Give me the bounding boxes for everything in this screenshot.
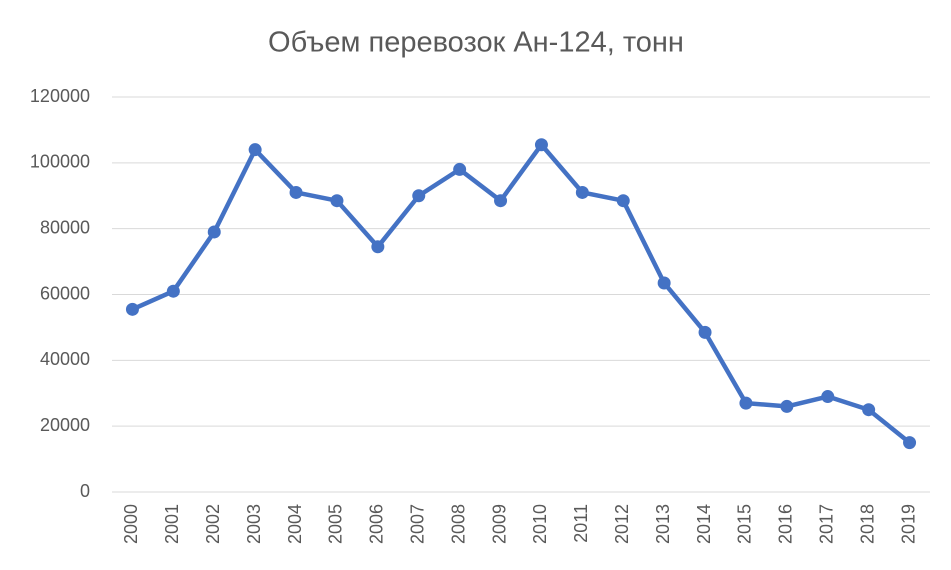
x-tick-label: 2016 <box>776 504 796 544</box>
point <box>248 143 262 157</box>
y-tick-label: 100000 <box>30 152 90 172</box>
x-tick-label: 2019 <box>898 504 918 544</box>
point <box>534 138 548 152</box>
point <box>657 276 671 290</box>
point <box>616 194 630 208</box>
y-tick-label: 40000 <box>40 349 90 369</box>
y-tick-label: 60000 <box>40 283 90 303</box>
x-tick-label: 2005 <box>326 504 346 544</box>
x-tick-label: 2010 <box>530 504 550 544</box>
line <box>131 142 911 445</box>
point <box>207 225 221 239</box>
x-tick-label: 2000 <box>121 504 141 544</box>
x-tick-label: 2003 <box>244 504 264 544</box>
x-tick-label: 2015 <box>735 504 755 544</box>
point <box>821 390 835 404</box>
point <box>289 185 303 199</box>
point <box>125 302 139 316</box>
y-tick-label: 80000 <box>40 217 90 237</box>
y-tick-label: 20000 <box>40 415 90 435</box>
point <box>371 240 385 254</box>
point <box>412 189 426 203</box>
x-tick-label: 2001 <box>162 504 182 544</box>
x-tick-label: 2011 <box>571 504 591 543</box>
x-tick-label: 2004 <box>285 504 305 544</box>
x-tick-label: 2002 <box>203 504 223 544</box>
point <box>903 436 917 450</box>
y-tick-label: 0 <box>80 481 90 501</box>
point <box>780 399 794 413</box>
y-tick-label: 120000 <box>30 86 90 106</box>
point <box>494 194 508 208</box>
x-tick-label: 2013 <box>653 504 673 544</box>
point <box>453 162 467 176</box>
point <box>698 325 712 339</box>
x-tick-label: 2012 <box>612 504 632 544</box>
x-tick-label: 2017 <box>817 504 837 544</box>
chart-title: Объем перевозок Ан-124, тонн <box>268 27 684 59</box>
point <box>739 396 753 410</box>
x-tick-label: 2009 <box>489 504 509 544</box>
point <box>575 185 589 199</box>
point <box>330 194 344 208</box>
point <box>862 403 876 417</box>
point <box>166 284 180 298</box>
x-tick-label: 2014 <box>694 504 714 544</box>
x-tick-label: 2006 <box>367 504 387 544</box>
x-tick-label: 2007 <box>408 504 428 544</box>
x-tick-label: 2008 <box>448 504 468 544</box>
x-tick-label: 2018 <box>857 504 877 544</box>
